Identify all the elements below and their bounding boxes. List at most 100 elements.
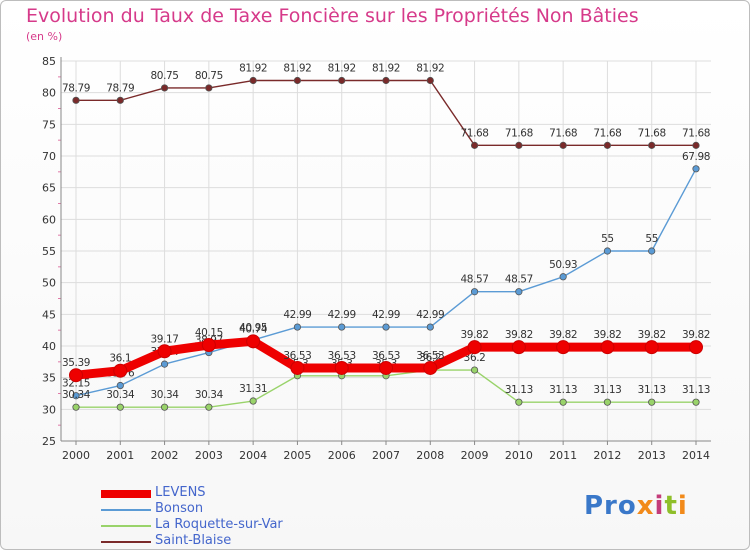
data-point-bonson (470, 288, 479, 296)
data-point-saint-blaise (382, 76, 390, 85)
data-label-levens: 36.53 (416, 350, 444, 362)
y-tick-label: 80 (42, 87, 56, 100)
legend-label: La Roquette-sur-Var (155, 517, 283, 532)
data-point-la-roquette-sur-var (116, 403, 124, 411)
data-point-la-roquette-sur-var (72, 403, 80, 411)
data-point-bonson (648, 247, 656, 255)
data-point-levens (69, 368, 83, 383)
x-tick-label: 2013 (638, 449, 666, 462)
data-label-bonson: 42.99 (416, 309, 444, 321)
data-label-la-roquette-sur-var: 31.31 (239, 383, 267, 395)
data-point-levens (290, 360, 305, 375)
data-label-la-roquette-sur-var: 31.13 (682, 384, 710, 396)
x-tick-label: 2002 (151, 449, 179, 462)
data-point-saint-blaise (205, 84, 213, 92)
x-tick-label: 2000 (62, 449, 90, 462)
y-tick-label: 75 (42, 118, 56, 131)
data-point-levens (246, 334, 261, 349)
data-label-levens: 39.82 (549, 329, 577, 341)
data-point-levens (157, 344, 172, 359)
data-label-bonson: 42.99 (328, 309, 356, 321)
y-tick-label: 35 (42, 372, 56, 385)
data-point-la-roquette-sur-var (559, 398, 567, 406)
data-point-levens (600, 340, 615, 355)
data-point-bonson (692, 165, 700, 173)
data-label-saint-blaise: 71.68 (638, 127, 666, 139)
data-point-levens (113, 363, 128, 378)
data-point-la-roquette-sur-var (603, 398, 612, 406)
data-label-saint-blaise: 71.68 (549, 127, 577, 139)
data-point-levens (511, 340, 526, 355)
y-tick-label: 50 (42, 277, 56, 290)
data-label-saint-blaise: 71.68 (593, 127, 621, 139)
y-tick-label: 60 (42, 213, 56, 226)
data-point-levens (423, 360, 438, 375)
data-label-la-roquette-sur-var: 31.13 (549, 384, 577, 396)
data-point-levens (334, 360, 349, 375)
x-tick-label: 2010 (505, 449, 533, 462)
data-point-bonson (426, 323, 434, 331)
data-point-la-roquette-sur-var (648, 398, 656, 406)
data-label-levens: 36.53 (372, 350, 400, 362)
data-point-bonson (603, 247, 612, 255)
legend-label: Bonson (155, 501, 204, 516)
data-point-saint-blaise (426, 76, 434, 85)
data-label-bonson: 55 (645, 233, 658, 245)
data-label-levens: 39.82 (505, 329, 533, 341)
data-label-la-roquette-sur-var: 30.34 (195, 389, 224, 401)
x-tick-label: 2008 (416, 449, 444, 462)
data-point-la-roquette-sur-var (249, 397, 257, 405)
x-tick-label: 2011 (549, 449, 577, 462)
x-tick-label: 2012 (593, 449, 621, 462)
data-label-la-roquette-sur-var: 30.34 (106, 389, 135, 401)
data-label-saint-blaise: 80.75 (195, 70, 223, 82)
data-point-bonson (515, 288, 523, 296)
proxiti-logo: Proxiti (584, 491, 688, 521)
x-tick-label: 2009 (461, 449, 489, 462)
data-point-levens (644, 340, 659, 355)
data-label-bonson: 32.15 (62, 378, 90, 390)
x-tick-label: 2004 (239, 449, 267, 462)
data-label-levens: 39.17 (151, 333, 179, 345)
data-label-saint-blaise: 71.68 (505, 127, 533, 139)
data-point-bonson (559, 273, 567, 281)
data-label-levens: 40.74 (239, 323, 268, 335)
data-label-la-roquette-sur-var: 31.13 (505, 384, 533, 396)
data-point-saint-blaise (116, 96, 124, 104)
y-tick-label: 55 (42, 245, 56, 258)
x-tick-label: 2007 (372, 449, 400, 462)
data-point-la-roquette-sur-var (470, 366, 479, 374)
data-label-la-roquette-sur-var: 36.2 (464, 352, 486, 364)
data-point-la-roquette-sur-var (692, 398, 700, 406)
data-point-saint-blaise (338, 76, 346, 85)
data-label-levens: 39.82 (593, 329, 621, 341)
data-point-la-roquette-sur-var (160, 403, 169, 411)
data-label-saint-blaise: 71.68 (682, 127, 710, 139)
data-point-levens (201, 338, 216, 353)
x-tick-label: 2014 (682, 449, 710, 462)
data-label-bonson: 42.99 (372, 309, 400, 321)
data-point-saint-blaise (293, 76, 302, 85)
data-label-la-roquette-sur-var: 30.34 (62, 389, 91, 401)
data-point-saint-blaise (160, 84, 169, 92)
data-label-bonson: 55 (601, 233, 614, 245)
legend-swatch (101, 541, 151, 543)
data-label-saint-blaise: 81.92 (372, 63, 400, 75)
data-point-saint-blaise (470, 141, 479, 149)
y-tick-label: 85 (42, 55, 56, 68)
data-label-la-roquette-sur-var: 31.13 (593, 384, 621, 396)
data-label-levens: 39.82 (682, 329, 710, 341)
data-label-bonson: 42.99 (283, 309, 311, 321)
data-point-levens (379, 360, 393, 375)
data-point-levens (556, 340, 571, 355)
y-tick-label: 65 (42, 182, 56, 195)
legend-swatch (101, 490, 151, 498)
x-tick-label: 2005 (283, 449, 311, 462)
data-label-bonson: 40.95 (239, 322, 267, 334)
data-point-levens (689, 340, 703, 355)
legend-label: Saint-Blaise (155, 533, 232, 548)
data-label-levens: 36.53 (328, 350, 356, 362)
data-label-saint-blaise: 78.79 (106, 82, 134, 94)
